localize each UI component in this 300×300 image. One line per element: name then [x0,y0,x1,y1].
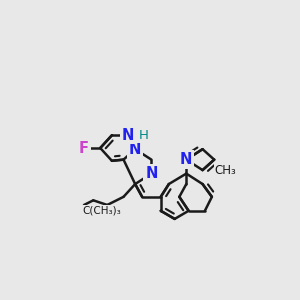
Text: N: N [145,166,158,181]
Text: N: N [129,142,141,157]
Text: H: H [138,129,148,142]
Text: F: F [79,140,89,155]
Text: N: N [180,152,193,167]
Text: C(CH₃)₃: C(CH₃)₃ [82,206,121,216]
Text: CH₃: CH₃ [214,164,236,177]
Text: N: N [122,128,134,143]
